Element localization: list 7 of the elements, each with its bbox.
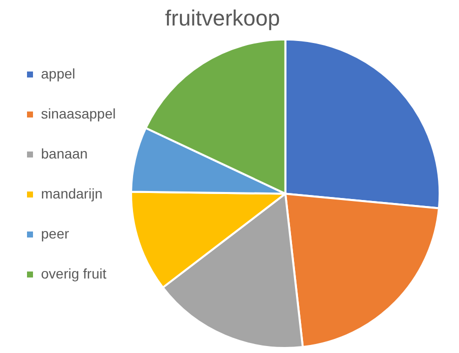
chart-title: fruitverkoop <box>165 5 280 30</box>
legend-label: peer <box>41 225 70 242</box>
legend-label: appel <box>41 65 76 82</box>
legend-label: banaan <box>41 145 88 162</box>
legend-label: mandarijn <box>41 185 102 202</box>
legend-label: sinaasappel <box>41 105 116 122</box>
legend-label: overig fruit <box>41 265 106 282</box>
